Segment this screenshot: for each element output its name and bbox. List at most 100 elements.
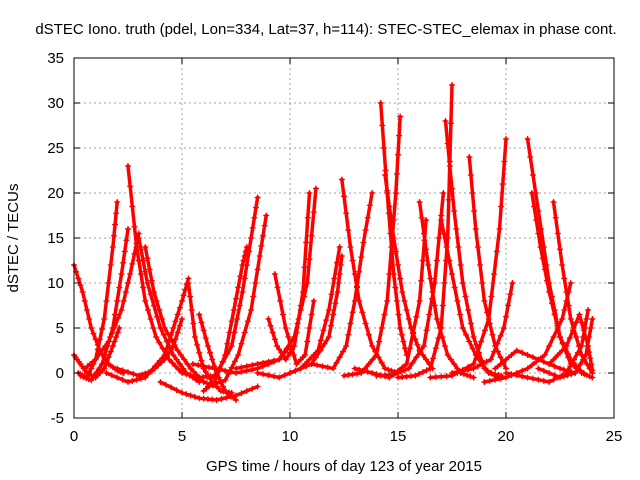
data-point xyxy=(83,307,90,313)
data-point xyxy=(176,322,183,329)
data-point xyxy=(474,363,481,370)
data-point xyxy=(403,361,410,367)
data-point xyxy=(131,250,138,257)
data-point xyxy=(258,242,265,249)
data-point xyxy=(419,352,426,358)
data-point xyxy=(492,365,499,372)
data-point xyxy=(148,277,155,284)
data-point xyxy=(451,284,458,291)
data-point xyxy=(583,316,590,322)
data-series xyxy=(204,212,270,390)
data-point xyxy=(550,376,557,383)
data-point xyxy=(228,318,235,325)
data-point xyxy=(384,187,391,194)
data-point xyxy=(336,354,343,361)
data-point xyxy=(349,371,356,378)
data-point xyxy=(491,348,498,355)
data-point xyxy=(125,163,131,169)
data-point xyxy=(116,325,123,331)
data-point xyxy=(546,289,553,295)
data-point xyxy=(265,316,272,322)
data-series xyxy=(308,190,376,372)
data-point xyxy=(430,355,437,362)
y-tick-label: 0 xyxy=(56,365,64,382)
data-point xyxy=(114,199,121,205)
data-point xyxy=(269,329,276,336)
data-point xyxy=(366,202,373,209)
data-point xyxy=(439,334,446,340)
data-point xyxy=(114,365,121,372)
data-point xyxy=(150,289,157,295)
data-point xyxy=(392,284,399,291)
data-point xyxy=(287,370,293,376)
data-point xyxy=(125,280,131,286)
data-point xyxy=(439,302,446,309)
data-point xyxy=(508,371,515,378)
data-point xyxy=(396,132,403,139)
data-point xyxy=(233,397,239,403)
data-point xyxy=(101,352,108,358)
data-point xyxy=(254,266,261,273)
data-point xyxy=(519,367,526,374)
data-point xyxy=(231,358,238,365)
data-point xyxy=(440,230,447,237)
data-point xyxy=(530,172,536,178)
data-point xyxy=(524,374,531,381)
data-point xyxy=(457,262,464,268)
data-point xyxy=(168,331,175,338)
data-point xyxy=(306,356,313,363)
data-point xyxy=(560,366,567,373)
data-series xyxy=(546,311,596,374)
data-series xyxy=(466,154,509,372)
data-point xyxy=(499,181,506,187)
data-point xyxy=(155,362,162,369)
data-series xyxy=(395,82,455,381)
data-point xyxy=(561,275,568,282)
data-point xyxy=(398,368,405,375)
data-point xyxy=(360,367,367,374)
data-point xyxy=(398,331,405,338)
data-point xyxy=(90,373,97,380)
data-point xyxy=(179,389,185,396)
data-point xyxy=(161,325,168,331)
data-point xyxy=(565,289,572,295)
data-point xyxy=(397,275,404,282)
data-point xyxy=(109,244,116,250)
data-point xyxy=(324,364,331,371)
data-point xyxy=(271,336,278,343)
data-point xyxy=(365,361,372,367)
data-point xyxy=(336,271,343,277)
data-point xyxy=(438,373,445,380)
data-point xyxy=(379,122,386,129)
data-point xyxy=(125,379,131,385)
data-point xyxy=(364,214,371,221)
data-point xyxy=(308,311,315,318)
data-point xyxy=(403,307,410,313)
data-point xyxy=(282,356,289,363)
data-point xyxy=(447,356,454,363)
data-point xyxy=(472,226,479,232)
data-point xyxy=(323,317,330,324)
x-tick-label: 10 xyxy=(282,428,299,445)
data-point xyxy=(444,352,451,358)
data-point xyxy=(463,331,470,338)
data-series xyxy=(341,113,404,379)
data-point xyxy=(153,334,160,340)
data-point xyxy=(105,338,112,345)
data-point xyxy=(362,227,369,234)
data-point xyxy=(540,367,547,374)
data-point xyxy=(285,334,292,340)
data-point xyxy=(213,397,220,403)
data-point xyxy=(330,365,337,372)
data-point xyxy=(187,392,194,399)
data-point xyxy=(466,338,473,345)
data-point xyxy=(312,354,319,361)
data-point xyxy=(310,209,317,216)
data-point xyxy=(249,224,256,231)
data-point xyxy=(144,307,151,313)
data-point xyxy=(160,331,167,338)
data-point xyxy=(170,343,177,349)
data-point xyxy=(485,370,492,376)
data-point xyxy=(544,277,551,284)
data-point xyxy=(277,298,284,304)
